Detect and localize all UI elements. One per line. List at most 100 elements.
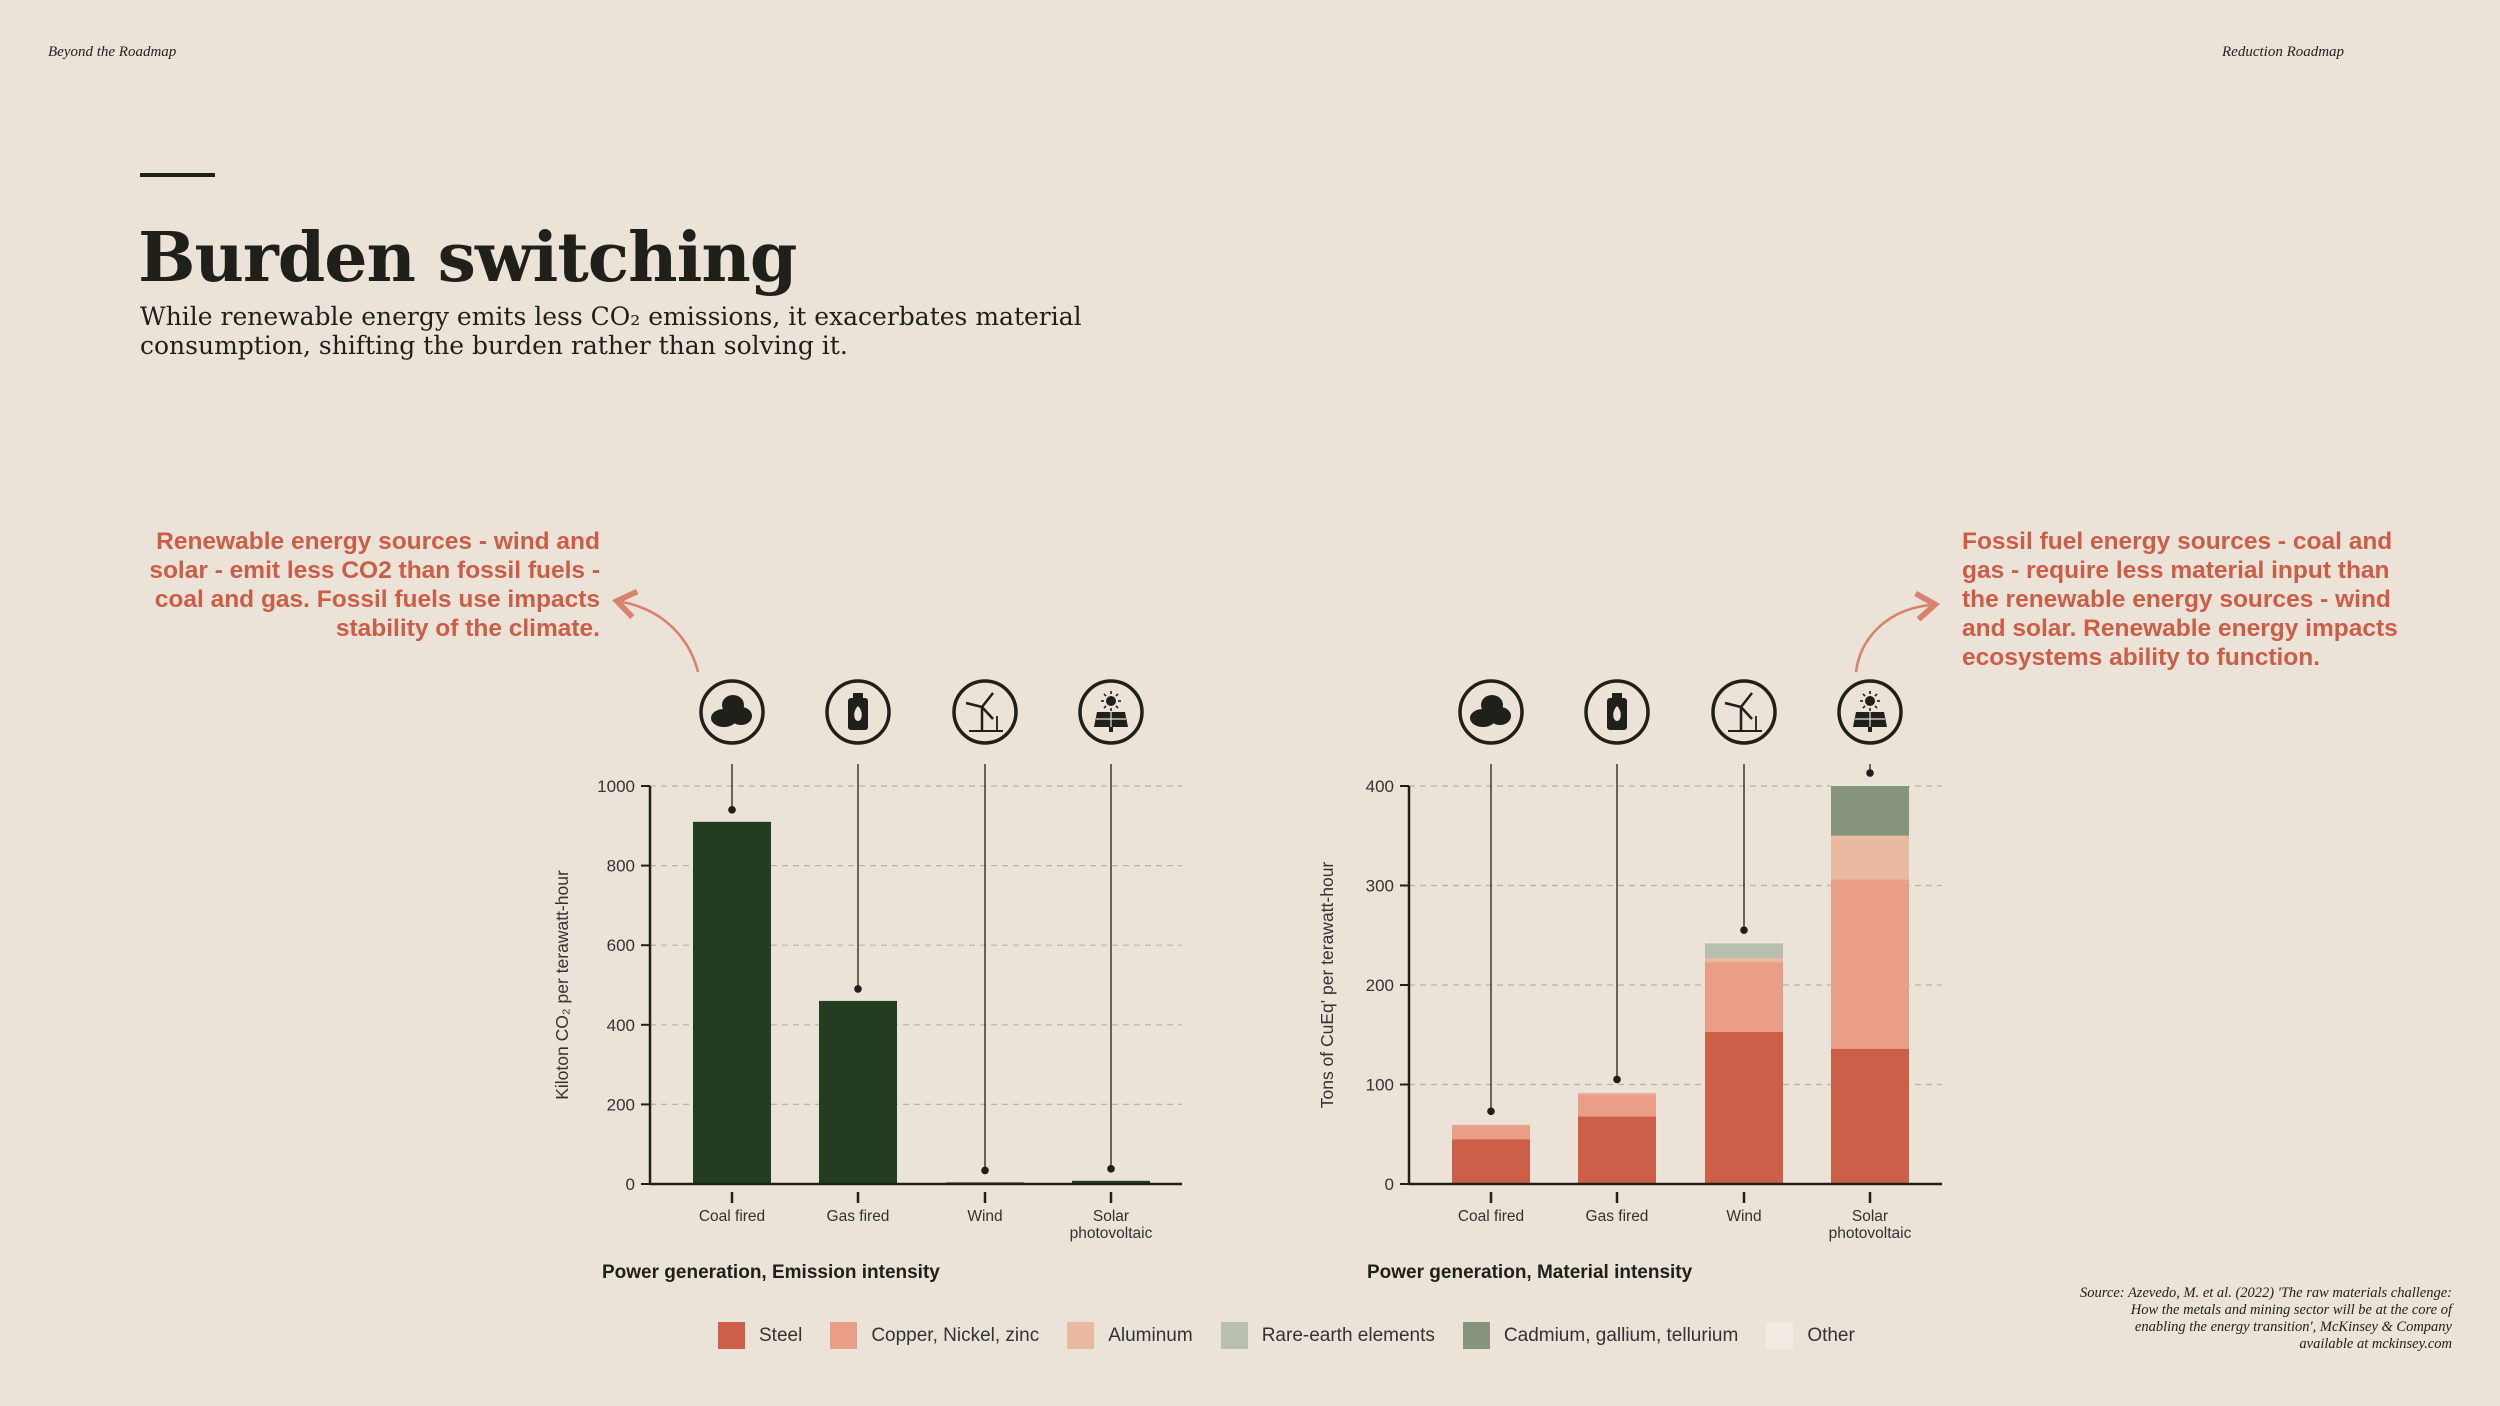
material-chart-title: Power generation, Material intensity	[1367, 1262, 1693, 1283]
callout-right-arrow	[1854, 591, 1941, 673]
sun-ray	[1103, 705, 1107, 709]
bar-segment	[1831, 1048, 1909, 1184]
turbine-blade	[965, 701, 983, 709]
material-chart: 0 100 200 300 400 Tons of CuEq' per terawatt-…	[1317, 679, 1942, 1242]
turbine-blade	[1740, 706, 1753, 720]
legend-item: Other	[1766, 1322, 1855, 1349]
bar-segment	[1452, 1139, 1530, 1184]
coal-lump	[1481, 695, 1503, 715]
legend-item: Steel	[718, 1322, 802, 1349]
emission-chart: 0 200 400 600 800 1000 Kiloton CO₂ per terawat…	[552, 679, 1182, 1242]
icon-circle	[699, 679, 765, 745]
icon-circle	[1837, 679, 1903, 745]
wind-turbine-icon	[1711, 679, 1777, 745]
callout-emissions: Renewable energy sources - wind and sola…	[149, 528, 600, 642]
sun-ray	[1115, 693, 1119, 697]
bar-segment	[1705, 942, 1783, 944]
y-tick-label: 400	[607, 1016, 635, 1035]
sun-ray	[1874, 693, 1878, 697]
y-tick-label: 200	[607, 1095, 635, 1114]
header-right-text: Reduction Roadmap	[2222, 44, 2345, 60]
x-tick-label: Coal fired	[1458, 1208, 1524, 1225]
leader-dot	[981, 1166, 989, 1175]
legend-label: Aluminum	[1108, 1324, 1193, 1346]
bar-segment	[1452, 1125, 1530, 1140]
title-rule	[140, 173, 215, 177]
legend-swatch	[1067, 1322, 1095, 1349]
bar-segment	[1705, 962, 1783, 1032]
legend-item: Aluminum	[1067, 1322, 1193, 1349]
sun-disc	[1106, 696, 1116, 706]
coal-icon	[699, 679, 765, 745]
page-subtitle: While renewable energy emits less CO₂ em…	[140, 302, 1082, 360]
bar	[1072, 1180, 1150, 1184]
turbine-blade	[1740, 692, 1753, 708]
x-tick-label: Coal fired	[699, 1208, 765, 1225]
canister-flame	[1613, 706, 1621, 721]
bar-segment	[1578, 1091, 1656, 1093]
bar-segment	[1452, 1124, 1530, 1126]
sun-ray	[1874, 705, 1878, 709]
canister-cap	[853, 693, 863, 698]
solar-panel-icon	[1078, 679, 1144, 745]
legend-swatch	[1462, 1322, 1490, 1349]
bar-segment	[1831, 786, 1909, 836]
page-title: Burden switching	[138, 218, 797, 298]
bar-segment	[1831, 835, 1909, 880]
sun-ray	[1103, 693, 1107, 697]
y-tick-label: 0	[1385, 1175, 1394, 1194]
legend: Steel Copper, Nickel, zinc Aluminum Rare…	[718, 1322, 1883, 1349]
leader-dot	[1866, 769, 1874, 777]
legend-swatch	[718, 1322, 745, 1349]
canister-cap	[1612, 693, 1622, 698]
y-tick-label: 600	[607, 936, 635, 955]
icon-circle	[825, 679, 891, 745]
legend-swatch	[830, 1322, 858, 1349]
header-left-text: Beyond the Roadmap	[48, 44, 177, 60]
icon-circle	[1584, 679, 1650, 745]
x-tick-label: Solar	[1852, 1208, 1888, 1225]
legend-swatch	[1220, 1322, 1248, 1349]
emission-chart-title: Power generation, Emission intensity	[602, 1262, 940, 1283]
wind-turbine-icon	[952, 679, 1018, 745]
bar-segment	[1705, 943, 1783, 959]
turbine-blade	[981, 692, 994, 708]
y-tick-label: 1000	[597, 777, 635, 796]
y-tick-label: 100	[1366, 1076, 1394, 1095]
x-tick-label: Wind	[967, 1208, 1002, 1225]
legend-label: Other	[1807, 1324, 1855, 1346]
y-tick-label: 300	[1366, 877, 1394, 896]
solar-panel-icon	[1837, 679, 1903, 745]
icon-circle	[1711, 679, 1777, 745]
x-tick-label: Gas fired	[1586, 1208, 1649, 1225]
x-tick-label: photovoltaic	[1829, 1225, 1912, 1242]
y-tick-label: 400	[1366, 777, 1394, 796]
coal-lump	[722, 695, 744, 715]
x-tick-label: Gas fired	[827, 1208, 890, 1225]
leader-dot	[1487, 1107, 1495, 1116]
panel-stand	[1868, 727, 1872, 732]
y-tick-label: 200	[1366, 976, 1394, 995]
bar-segment	[1578, 1116, 1656, 1184]
bar-segment	[1831, 785, 1909, 786]
bar	[693, 821, 771, 1184]
bar-segment	[1578, 1092, 1656, 1095]
leader-dot	[728, 806, 736, 814]
legend-item: Copper, Nickel, zinc	[830, 1322, 1039, 1349]
y-tick-label: 0	[626, 1175, 635, 1194]
sun-disc	[1865, 696, 1875, 706]
gas-canister-icon	[1584, 679, 1650, 745]
canister-flame	[854, 706, 862, 721]
gas-canister-icon	[825, 679, 891, 745]
legend-swatch	[1766, 1322, 1794, 1349]
callout-materials: Fossil fuel energy sources - coal and ga…	[1962, 528, 2398, 671]
sun-ray	[1115, 705, 1119, 709]
x-tick-label: photovoltaic	[1070, 1225, 1153, 1242]
sun-ray	[1862, 693, 1866, 697]
legend-item: Cadmium, gallium, tellurium	[1462, 1322, 1738, 1349]
x-tick-label: Wind	[1726, 1208, 1761, 1225]
icon-circle	[952, 679, 1018, 745]
leader-dot	[854, 985, 862, 993]
legend-label: Steel	[759, 1324, 803, 1346]
